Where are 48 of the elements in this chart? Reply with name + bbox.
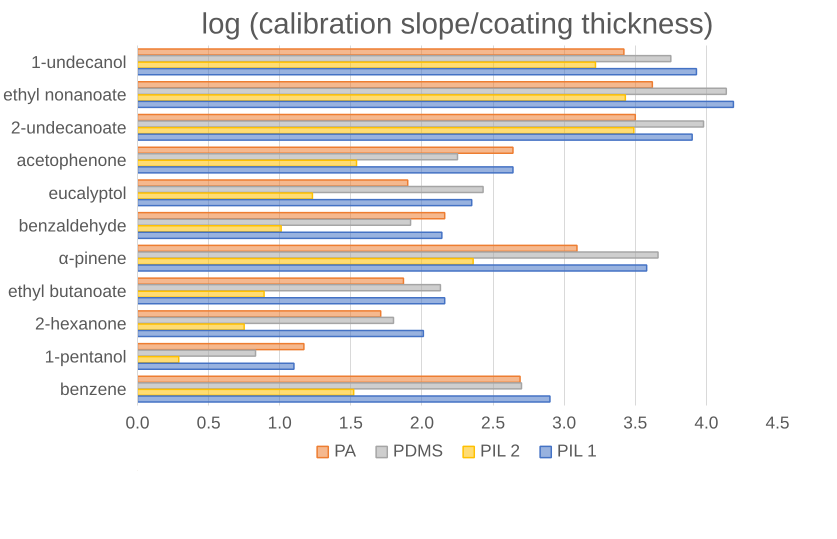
legend-label: PIL 2 [480, 440, 520, 462]
bar [138, 316, 394, 324]
x-tick-label: 3.5 [623, 412, 648, 432]
bar [138, 251, 659, 259]
y-tick-label: ethyl butanoate [8, 280, 127, 301]
bar [138, 297, 446, 305]
bar [138, 166, 514, 174]
bar [138, 133, 693, 141]
y-tick-label: 2-undecanoate [10, 117, 127, 138]
bar [138, 362, 295, 370]
bar [138, 382, 522, 390]
x-tick-label: 2.0 [410, 412, 434, 432]
x-tick-label: 0.5 [196, 412, 221, 432]
y-tick-label: eucalyptol [48, 182, 127, 203]
bar [138, 342, 305, 350]
bar [138, 218, 412, 226]
legend-label: PDMS [393, 440, 444, 462]
bar [138, 264, 648, 272]
y-tick-label: 1-pentanol [44, 346, 127, 366]
x-tick-label: 0.0 [125, 412, 150, 432]
x-tick-label: 4.0 [694, 412, 718, 432]
bar [138, 153, 458, 161]
x-tick-label: 2.5 [481, 412, 506, 432]
y-tick-label: benzaldehyde [18, 216, 127, 236]
bar [138, 198, 472, 206]
chart-title: log (calibration slope/coating thickness) [202, 8, 714, 40]
bar [138, 232, 443, 240]
bar [138, 395, 551, 403]
bar [138, 68, 698, 76]
bar [138, 349, 256, 357]
x-tick-label: 1.0 [268, 412, 292, 432]
legend-label: PIL 1 [556, 440, 597, 462]
y-tick-label: α-pinene [58, 248, 127, 268]
y-tick-label: benzene [60, 379, 127, 400]
y-tick-label: ethyl nonanoate [3, 84, 126, 105]
y-tick-label: 1-undecanol [31, 52, 127, 72]
legend-label: PA [334, 440, 356, 462]
x-tick-label: 1.5 [338, 412, 363, 432]
x-tick-label: 3.0 [552, 412, 576, 432]
y-tick-label: acetophenone [16, 150, 127, 170]
bar [138, 330, 424, 338]
bar [138, 100, 734, 108]
bar [138, 258, 474, 266]
y-tick-label: 2-hexanone [34, 314, 126, 334]
x-tick-label: 4.5 [765, 412, 790, 432]
bar [138, 284, 442, 292]
bar [138, 114, 636, 122]
bar [138, 186, 484, 194]
